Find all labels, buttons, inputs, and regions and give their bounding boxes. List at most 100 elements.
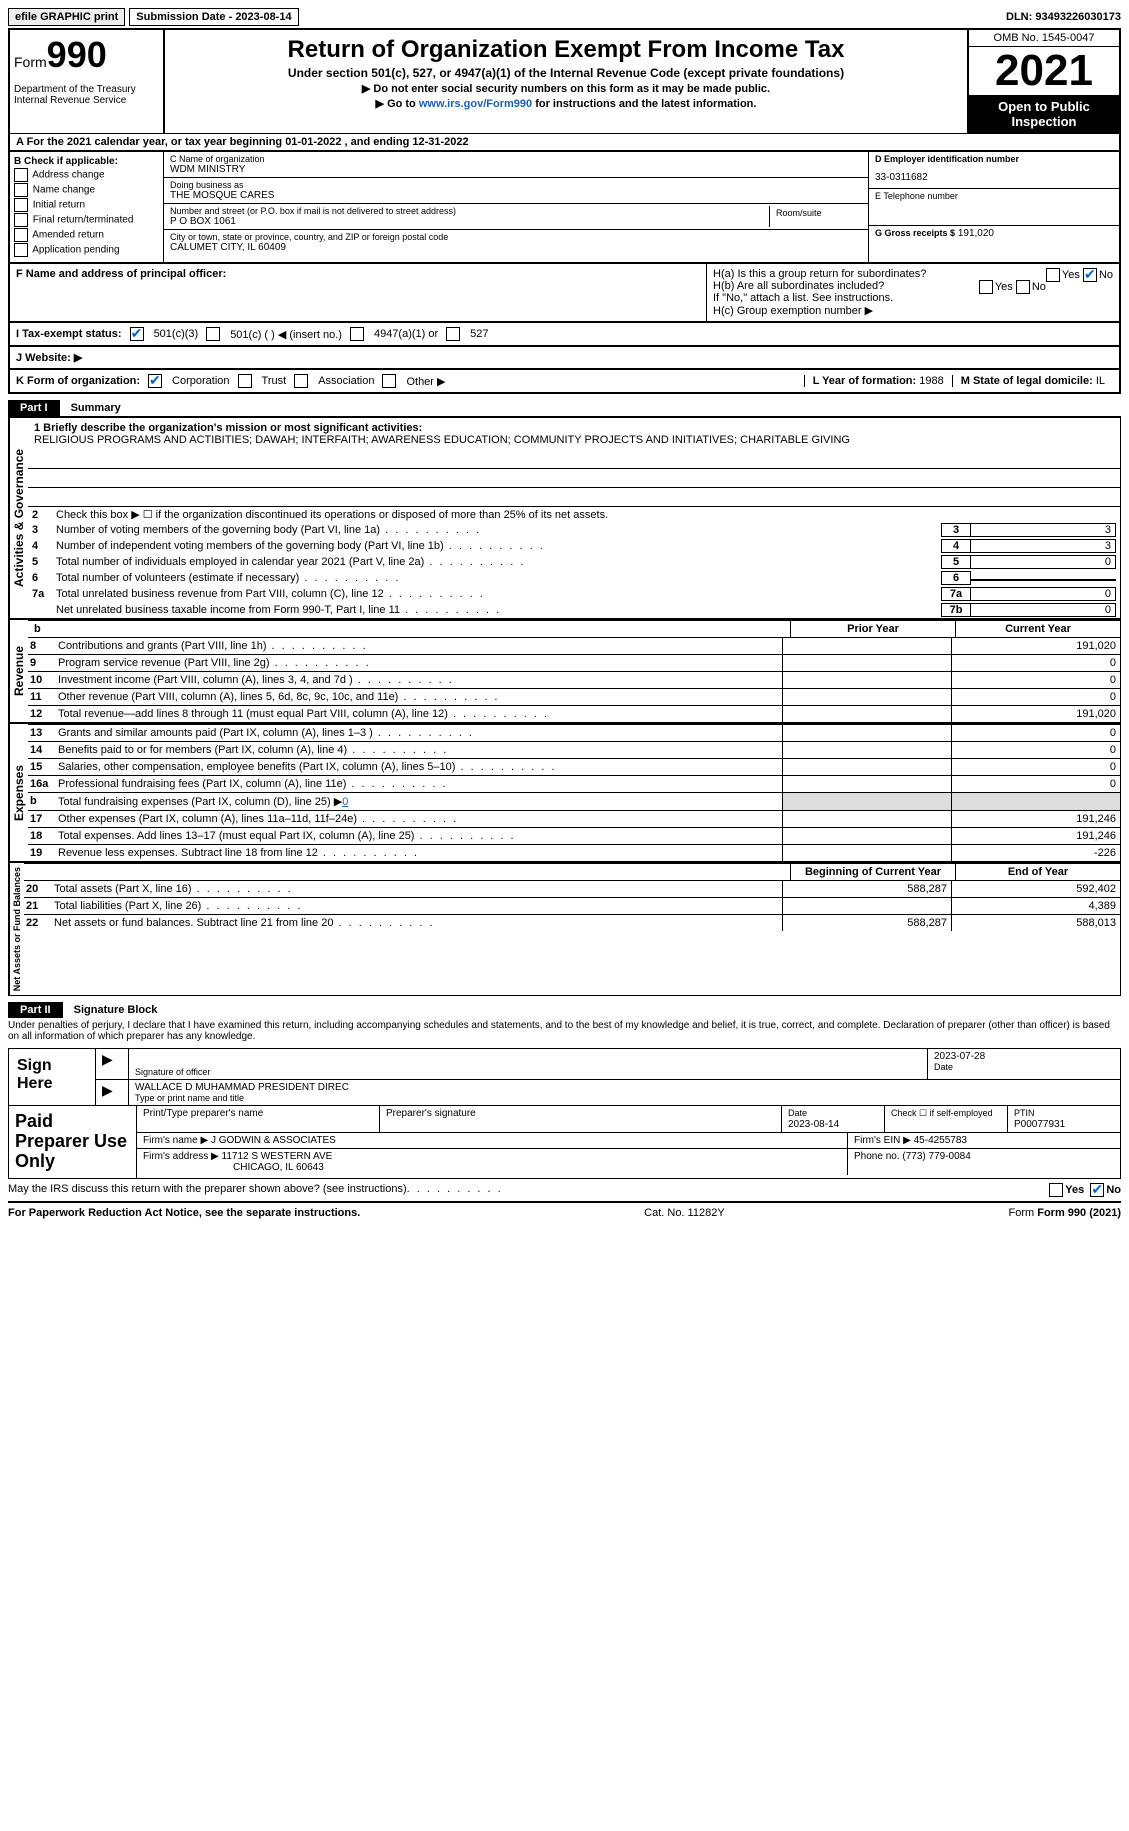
- form-word: Form: [14, 54, 47, 70]
- dln: DLN: 93493226030173: [1006, 11, 1121, 23]
- goto-pre: ▶ Go to: [376, 98, 419, 110]
- check-other[interactable]: [382, 374, 396, 388]
- row-i-status: I Tax-exempt status: 501(c)(3) 501(c) ( …: [8, 323, 1121, 347]
- check-501c3[interactable]: [130, 327, 144, 341]
- efile-badge: efile GRAPHIC print: [8, 8, 125, 26]
- firm-addr2: CHICAGO, IL 60643: [233, 1162, 324, 1173]
- year-formation: 1988: [919, 375, 943, 387]
- org-name-label: C Name of organization: [170, 154, 862, 164]
- form-header: Form990 Department of the Treasury Inter…: [8, 28, 1121, 134]
- vert-net: Net Assets or Fund Balances: [9, 863, 24, 995]
- tel-label: E Telephone number: [875, 191, 1113, 201]
- mission-label: 1 Briefly describe the organization's mi…: [34, 422, 1114, 434]
- penalties-text: Under penalties of perjury, I declare th…: [8, 1018, 1121, 1044]
- col-prior: Prior Year: [790, 621, 955, 637]
- ein: 33-0311682: [875, 172, 1113, 183]
- gross-label: G Gross receipts $: [875, 228, 955, 238]
- form-number: 990: [47, 34, 107, 75]
- vert-governance: Activities & Governance: [9, 418, 28, 618]
- sign-here-section: Sign Here ▶ Signature of officer 2023-07…: [8, 1048, 1121, 1106]
- ha-yes[interactable]: [1046, 268, 1060, 282]
- ssn-warning: ▶ Do not enter social security numbers o…: [173, 82, 959, 95]
- top-bar: efile GRAPHIC print Submission Date - 20…: [8, 8, 1121, 26]
- sig-officer-label: Signature of officer: [135, 1067, 921, 1077]
- check-4947[interactable]: [350, 327, 364, 341]
- tax-year: 2021: [969, 47, 1119, 95]
- officer-label: F Name and address of principal officer:: [16, 268, 700, 280]
- vert-expenses: Expenses: [9, 724, 28, 861]
- pra-notice: For Paperwork Reduction Act Notice, see …: [8, 1207, 360, 1219]
- check-address[interactable]: [14, 168, 28, 182]
- submission-date: Submission Date - 2023-08-14: [129, 8, 298, 26]
- hb-yes[interactable]: [979, 280, 993, 294]
- type-name-label: Type or print name and title: [135, 1093, 1114, 1103]
- mission-text: RELIGIOUS PROGRAMS AND ACTIBITIES; DAWAH…: [34, 434, 1114, 446]
- check-501c[interactable]: [206, 327, 220, 341]
- check-527[interactable]: [446, 327, 460, 341]
- part1-body: Activities & Governance 1 Briefly descri…: [8, 416, 1121, 996]
- ha-label: H(a) Is this a group return for subordin…: [713, 268, 926, 280]
- form-org-label: K Form of organization:: [16, 375, 140, 387]
- check-assoc[interactable]: [294, 374, 308, 388]
- prep-date: 2023-08-14: [788, 1119, 839, 1130]
- open-inspection: Open to Public Inspection: [969, 95, 1119, 133]
- form-subtitle: Under section 501(c), 527, or 4947(a)(1)…: [173, 66, 959, 80]
- hb-label: H(b) Are all subordinates included?: [713, 280, 884, 292]
- check-amended[interactable]: [14, 228, 28, 242]
- check-trust[interactable]: [238, 374, 252, 388]
- block-bcdeg: B Check if applicable: Address change Na…: [8, 152, 1121, 264]
- firm-name: J GODWIN & ASSOCIATES: [211, 1135, 336, 1146]
- org-name: WDM MINISTRY: [170, 164, 862, 175]
- firm-ein: 45-4255783: [914, 1135, 967, 1146]
- omb-number: OMB No. 1545-0047: [969, 30, 1119, 47]
- part1-title: Summary: [71, 402, 121, 414]
- cat-no: Cat. No. 11282Y: [644, 1207, 725, 1219]
- sig-date-label: Date: [934, 1062, 1114, 1072]
- ha-no[interactable]: [1083, 268, 1097, 282]
- part1: Part I Summary: [8, 394, 1121, 416]
- street: P O BOX 1061: [170, 216, 769, 227]
- prep-name-label: Print/Type preparer's name: [137, 1106, 380, 1132]
- arrow-icon: ▶: [102, 1082, 113, 1098]
- firm-phone: (773) 779-0084: [902, 1151, 970, 1162]
- dba-label: Doing business as: [170, 180, 862, 190]
- prep-sig-label: Preparer's signature: [380, 1106, 782, 1132]
- city-label: City or town, state or province, country…: [170, 232, 862, 242]
- sig-date: 2023-07-28: [934, 1051, 1114, 1062]
- col-b-label: B Check if applicable:: [14, 156, 159, 167]
- ein-label: D Employer identification number: [875, 154, 1113, 164]
- tax-status-label: I Tax-exempt status:: [16, 328, 122, 340]
- part2-title: Signature Block: [74, 1004, 158, 1016]
- check-initial[interactable]: [14, 198, 28, 212]
- discuss-text: May the IRS discuss this return with the…: [8, 1183, 407, 1197]
- irs-link[interactable]: www.irs.gov/Form990: [419, 98, 532, 110]
- state-domicile: IL: [1096, 375, 1105, 387]
- room-label: Room/suite: [770, 206, 862, 227]
- firm-addr1: 11712 S WESTERN AVE: [222, 1151, 333, 1162]
- department: Department of the Treasury Internal Reve…: [14, 84, 159, 106]
- line2-text: Check this box ▶ ☐ if the organization d…: [56, 508, 1116, 521]
- ptin: P00077931: [1014, 1119, 1065, 1130]
- form-title: Return of Organization Exempt From Incom…: [173, 36, 959, 64]
- paid-preparer-section: Paid Preparer Use Only Print/Type prepar…: [8, 1106, 1121, 1178]
- check-final[interactable]: [14, 213, 28, 227]
- part1-header: Part I: [8, 400, 60, 416]
- check-name[interactable]: [14, 183, 28, 197]
- block-fh: F Name and address of principal officer:…: [8, 264, 1121, 323]
- arrow-icon: ▶: [102, 1051, 113, 1067]
- check-pending[interactable]: [14, 243, 28, 257]
- discuss-yes[interactable]: [1049, 1183, 1063, 1197]
- hb-note: If "No," attach a list. See instructions…: [713, 292, 1113, 304]
- discuss-no[interactable]: [1090, 1183, 1104, 1197]
- hb-no[interactable]: [1016, 280, 1030, 294]
- street-label: Number and street (or P.O. box if mail i…: [170, 206, 769, 216]
- hc-label: H(c) Group exemption number ▶: [713, 304, 1113, 317]
- form-footer: Form Form 990 (2021): [1009, 1207, 1122, 1219]
- self-employed: Check ☐ if self-employed: [885, 1106, 1008, 1132]
- col-beginning: Beginning of Current Year: [790, 864, 955, 880]
- officer-name: WALLACE D MUHAMMAD PRESIDENT DIREC: [135, 1082, 1114, 1093]
- city: CALUMET CITY, IL 60409: [170, 242, 862, 253]
- dba: THE MOSQUE CARES: [170, 190, 862, 201]
- part2: Part II Signature Block: [8, 996, 1121, 1018]
- check-corp[interactable]: [148, 374, 162, 388]
